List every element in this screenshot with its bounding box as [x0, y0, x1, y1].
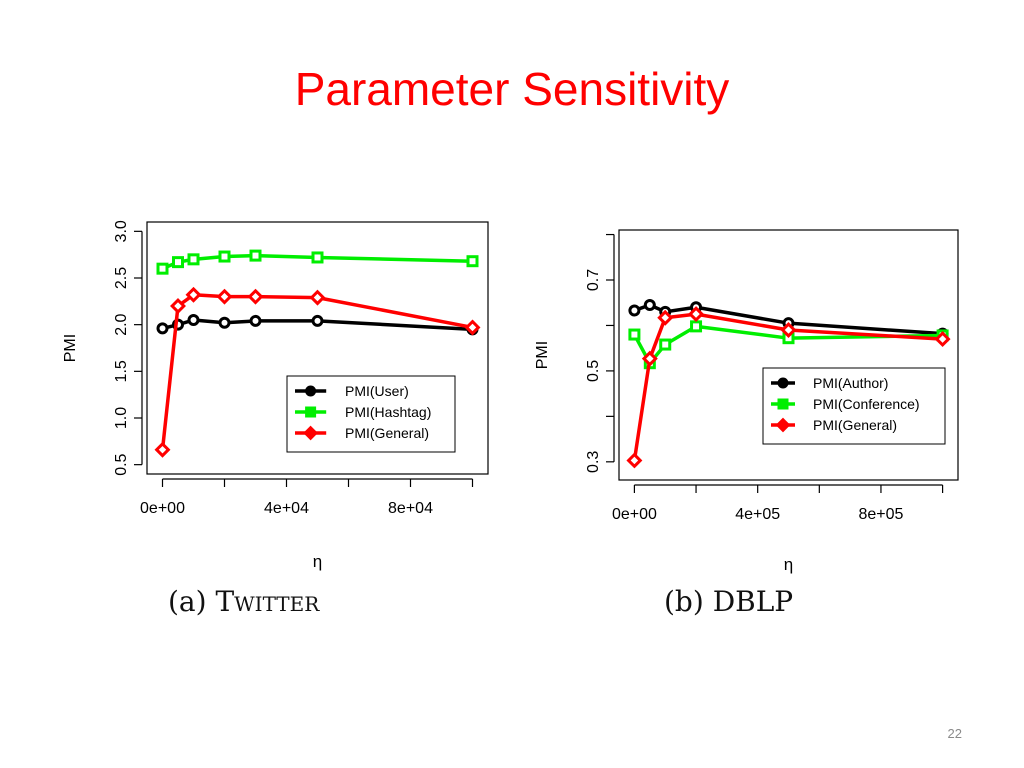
- data-point: [187, 253, 200, 266]
- series-line: [632, 312, 943, 461]
- data-point: [156, 322, 169, 335]
- legend-label: PMI(Conference): [813, 396, 920, 412]
- x-tick-label: 4e+04: [264, 500, 309, 517]
- data-point: [170, 298, 186, 314]
- data-point: [249, 314, 262, 327]
- series-pmi-general: [626, 306, 951, 469]
- caption-b: (b) DBLP: [664, 585, 793, 618]
- y-tick-label: 0.5: [585, 360, 602, 382]
- plot-frame: [146, 221, 489, 475]
- legend-marker: [777, 377, 789, 389]
- data-point: [249, 249, 262, 262]
- slide-title: Parameter Sensitivity: [294, 63, 730, 115]
- data-point: [311, 314, 324, 327]
- chart-2: 0e+00 4e+05 8e+050.30.50.7PMIηPMI(Author)P…: [534, 229, 959, 574]
- data-point: [172, 256, 184, 269]
- data-point: [156, 262, 169, 275]
- data-point: [780, 322, 797, 338]
- x-tick-label: 8e+05: [858, 506, 903, 523]
- y-tick-label: 0.3: [585, 451, 602, 473]
- x-axis-label: η: [313, 552, 322, 571]
- data-point: [659, 338, 672, 351]
- y-tick-label: 1.0: [113, 407, 130, 429]
- legend: PMI(User) PMI(Hashtag) PMI(General): [286, 375, 456, 453]
- y-tick-label: 2.5: [113, 267, 130, 289]
- data-point: [311, 251, 324, 264]
- legend-label: PMI(General): [345, 425, 429, 441]
- data-point: [187, 314, 200, 326]
- x-tick-label: 0e+00: [612, 506, 657, 523]
- legend-marker: [305, 385, 317, 397]
- data-point: [626, 452, 643, 469]
- x-axis-label: η: [784, 555, 793, 574]
- legend-label: PMI(General): [813, 417, 897, 433]
- x-tick-label: 8e+04: [388, 500, 433, 517]
- data-point: [464, 319, 481, 336]
- legend-label: PMI(Author): [813, 375, 888, 391]
- y-tick-label: 0.5: [113, 453, 130, 475]
- data-point: [934, 331, 951, 348]
- data-point: [466, 255, 479, 268]
- x-tick-label: 4e+05: [735, 506, 780, 523]
- page-number: 22: [947, 726, 962, 741]
- y-tick-label: 3.0: [113, 220, 130, 242]
- x-tick-label: 0e+00: [140, 500, 185, 517]
- data-point: [154, 441, 171, 458]
- data-point: [643, 299, 656, 311]
- legend-marker: [775, 417, 791, 433]
- y-axis-label: PMI: [534, 341, 551, 369]
- data-point: [688, 306, 705, 323]
- data-point: [628, 328, 641, 341]
- data-point: [185, 286, 202, 303]
- data-point: [218, 316, 231, 329]
- caption-a: (a) Twitter: [168, 585, 319, 618]
- y-axis-label: PMI: [62, 334, 79, 362]
- data-point: [216, 288, 233, 305]
- series-pmi-general: [154, 286, 481, 458]
- legend-label: PMI(User): [345, 383, 409, 399]
- legend-marker: [303, 425, 318, 441]
- y-tick-label: 2.0: [113, 313, 130, 335]
- data-point: [218, 250, 231, 263]
- data-point: [309, 289, 326, 306]
- caption-a-prefix: (a): [168, 585, 207, 618]
- y-tick-label: 1.5: [113, 360, 130, 382]
- caption-a-name: Twitter: [215, 585, 320, 618]
- legend-marker: [305, 406, 317, 418]
- chart-1: 0e+00 4e+04 8e+04 0.5 1.0 1.5 2.0 2.5 3.0 PMI η PMI…: [62, 220, 489, 571]
- legend: PMI(Author) PMI(Conference) PMI(General): [762, 367, 946, 445]
- plot-frame: [618, 229, 959, 481]
- data-point: [657, 309, 674, 326]
- legend-marker: [777, 398, 789, 410]
- legend-label: PMI(Hashtag): [345, 404, 431, 420]
- data-point: [690, 320, 703, 333]
- data-point: [628, 304, 641, 317]
- data-point: [247, 288, 264, 305]
- data-point: [641, 350, 658, 367]
- legend-box: [762, 367, 946, 445]
- caption-b-name: DBLP: [712, 585, 794, 618]
- series-pmi-hashtag: [156, 249, 479, 275]
- y-tick-label: 0.7: [585, 269, 602, 291]
- caption-b-prefix: (b): [664, 585, 704, 618]
